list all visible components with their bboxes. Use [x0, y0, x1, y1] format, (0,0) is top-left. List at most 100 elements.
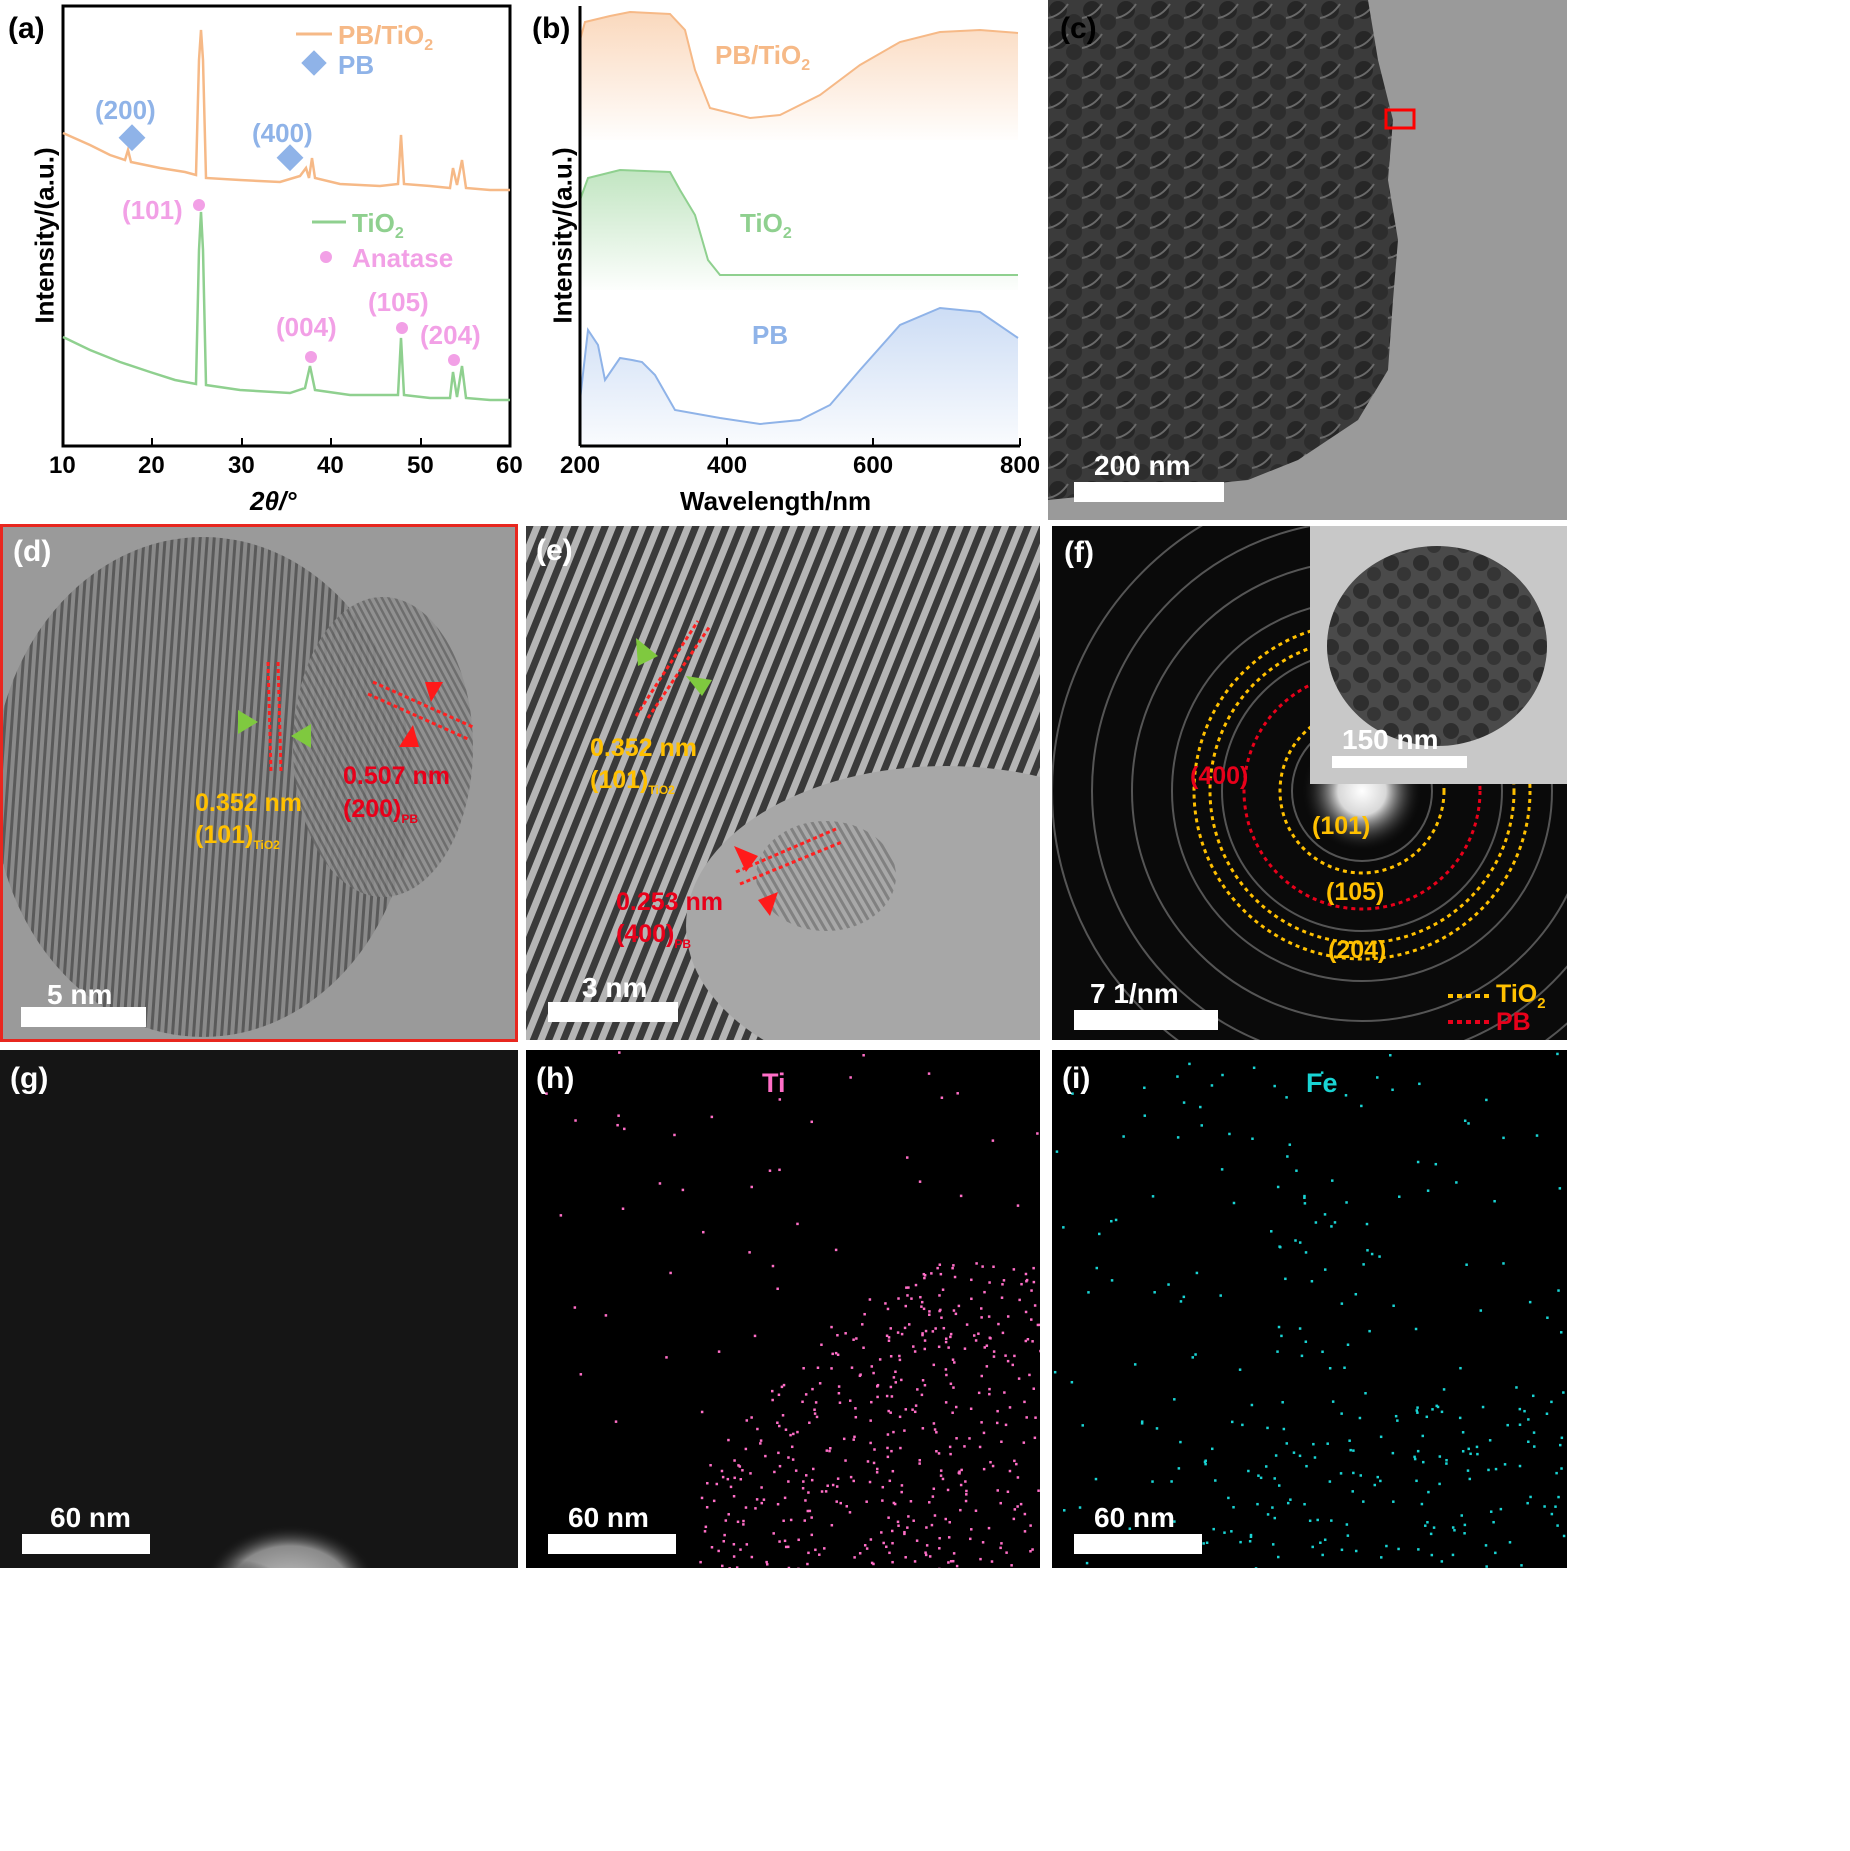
eds-dot	[942, 1326, 946, 1330]
eds-dot	[1029, 1550, 1032, 1553]
eds-dot	[756, 1427, 759, 1431]
eds-dot	[918, 1458, 922, 1462]
eds-dot	[1285, 1096, 1288, 1099]
eds-dot	[1001, 1283, 1004, 1286]
fringe-marker-e2b	[739, 840, 843, 886]
eds-dot	[1232, 1505, 1235, 1509]
eds-dot	[1416, 1160, 1420, 1164]
eds-dot	[828, 1449, 831, 1453]
eds-dot	[891, 1541, 894, 1545]
eds-dot	[760, 1486, 763, 1489]
fringe-marker-1a	[266, 661, 273, 773]
eds-dot	[924, 1553, 928, 1557]
eds-dot	[771, 1264, 775, 1268]
eds-dot	[1557, 1495, 1560, 1499]
eds-dot	[849, 1076, 852, 1079]
eds-dot	[1562, 1534, 1566, 1538]
eds-dot	[903, 1326, 907, 1330]
eds-dot	[975, 1262, 978, 1265]
eds-dot	[1326, 1442, 1329, 1445]
eds-dot	[972, 1334, 976, 1337]
eds-dot	[1282, 1427, 1286, 1431]
eds-dot	[836, 1353, 840, 1357]
eds-dot	[992, 1265, 995, 1269]
eds-dot	[1429, 1532, 1433, 1536]
eds-dot	[982, 1467, 986, 1471]
eds-dot	[754, 1507, 757, 1510]
eds-dot	[1273, 1477, 1276, 1480]
eds-dot	[1133, 1363, 1137, 1366]
eds-dot	[732, 1543, 736, 1546]
eds-dot	[1071, 1092, 1074, 1095]
eds-dot	[918, 1180, 922, 1183]
eds-dot	[932, 1487, 936, 1491]
eds-dot	[1426, 1189, 1430, 1192]
tem-image-c	[1048, 0, 1416, 500]
ti-element-map	[545, 1051, 1040, 1568]
eds-dot	[1313, 1456, 1317, 1459]
d-spacing-pb-e: 0.253 nm	[616, 888, 724, 916]
eds-dot	[1440, 1410, 1444, 1414]
eds-dot	[1271, 1506, 1274, 1509]
eds-dot	[948, 1445, 952, 1449]
eds-dot	[658, 1182, 662, 1185]
eds-dot	[949, 1560, 953, 1563]
eds-dot	[906, 1294, 909, 1297]
eds-dot	[922, 1272, 926, 1276]
eds-dot	[854, 1407, 857, 1410]
eds-dot	[863, 1544, 867, 1547]
eds-dot	[744, 1506, 748, 1509]
eds-dot	[945, 1373, 948, 1377]
eds-dot	[1266, 1513, 1270, 1516]
fringe-marker-1b	[276, 661, 283, 773]
eds-dot	[765, 1560, 768, 1564]
eds-dot	[1376, 1475, 1380, 1479]
eds-dot	[1170, 1480, 1173, 1483]
eds-dot	[736, 1520, 740, 1524]
eds-dot	[1177, 1467, 1181, 1470]
eds-dot	[928, 1310, 931, 1313]
eds-dot	[807, 1491, 810, 1494]
eds-dot	[1379, 1479, 1382, 1483]
eds-dot	[830, 1367, 833, 1370]
eds-dot	[1031, 1548, 1034, 1551]
eds-dot	[1278, 1484, 1281, 1487]
eds-dot	[773, 1470, 776, 1474]
eds-dot	[890, 1449, 893, 1453]
eds-dot	[673, 1133, 676, 1137]
eds-dot	[720, 1469, 724, 1473]
eds-dot	[717, 1549, 720, 1553]
eds-dot	[903, 1532, 906, 1536]
eds-dot	[1543, 1505, 1546, 1508]
eds-dot	[1391, 1451, 1395, 1455]
eds-dot	[920, 1393, 924, 1397]
eds-dot	[1460, 1514, 1464, 1517]
eds-dot	[1360, 1104, 1363, 1108]
eds-dot	[1015, 1462, 1018, 1466]
eds-dot	[712, 1499, 716, 1503]
eds-dot	[949, 1335, 952, 1339]
eds-dot	[1515, 1386, 1518, 1389]
eds-dot	[1288, 1143, 1292, 1146]
eds-dot	[780, 1385, 784, 1389]
eds-dot	[777, 1393, 781, 1397]
eds-dot	[801, 1400, 804, 1404]
eds-dot	[912, 1519, 915, 1522]
eds-dot	[604, 1314, 608, 1317]
eds-dot	[983, 1290, 986, 1294]
eds-dot	[760, 1501, 764, 1505]
eds-dot	[1241, 1423, 1244, 1427]
eds-dot	[1300, 1354, 1304, 1358]
eds-dot	[783, 1496, 787, 1500]
ylabel-a: Intensity/(a.u.)	[29, 147, 60, 324]
area-pb	[580, 308, 1018, 446]
eds-dot	[1560, 1467, 1563, 1470]
eds-dot	[1391, 1088, 1394, 1092]
eds-dot	[805, 1474, 808, 1477]
panel-label-d: (d)	[13, 535, 52, 568]
eds-dot	[1427, 1490, 1430, 1494]
eds-dot	[787, 1566, 791, 1568]
eds-dot	[968, 1437, 971, 1440]
eds-dot	[892, 1376, 896, 1379]
eds-dot	[991, 1464, 995, 1468]
